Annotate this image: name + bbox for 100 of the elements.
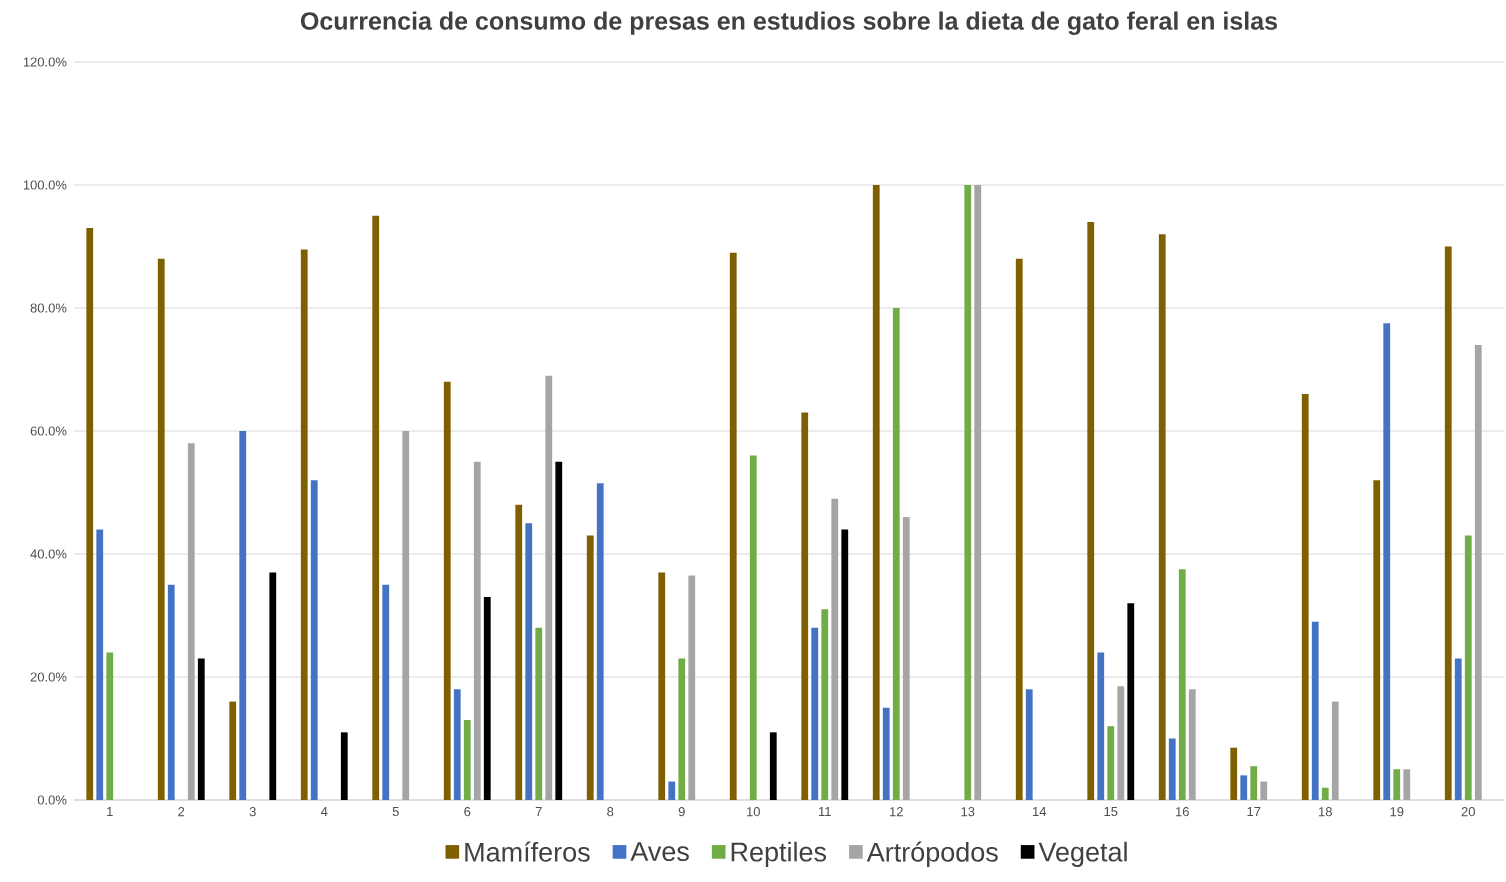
bar bbox=[596, 483, 604, 800]
bar bbox=[658, 572, 666, 800]
x-tick-label: 1 bbox=[107, 807, 113, 816]
bar bbox=[525, 523, 533, 800]
bar bbox=[1087, 221, 1095, 800]
x-tick-label: 13 bbox=[961, 807, 975, 817]
bar bbox=[1158, 234, 1166, 800]
bar bbox=[811, 627, 819, 800]
legend-label: Artrópodos bbox=[866, 841, 998, 868]
y-tick-label: 100.0% bbox=[23, 180, 67, 190]
bar bbox=[801, 412, 809, 800]
bar bbox=[372, 215, 380, 800]
bar bbox=[1178, 569, 1186, 800]
y-tick-label: 0.0% bbox=[37, 795, 67, 805]
y-tick-label: 80.0% bbox=[30, 303, 67, 313]
x-tick-label: 11 bbox=[819, 807, 831, 816]
x-tick-label: 16 bbox=[1176, 807, 1189, 817]
bar bbox=[974, 184, 982, 800]
bar bbox=[1393, 769, 1401, 800]
bar bbox=[1301, 394, 1309, 800]
bar bbox=[1474, 344, 1482, 800]
x-tick-label: 9 bbox=[678, 807, 685, 817]
x-tick-label: 8 bbox=[607, 807, 614, 817]
bar bbox=[535, 627, 543, 800]
bar bbox=[872, 184, 880, 800]
x-tick-label: 6 bbox=[464, 807, 471, 817]
x-tick-label: 4 bbox=[320, 807, 328, 816]
bar bbox=[463, 720, 471, 800]
y-tick-label: 120.0% bbox=[23, 57, 67, 67]
bar bbox=[300, 249, 308, 800]
bar bbox=[1097, 652, 1105, 800]
bar bbox=[229, 701, 237, 800]
bar bbox=[483, 597, 491, 800]
legend-label: Vegetal bbox=[1038, 841, 1127, 867]
bar bbox=[555, 461, 563, 800]
bar bbox=[964, 184, 972, 800]
legend-label: Reptiles bbox=[731, 841, 827, 867]
bar bbox=[1444, 246, 1452, 800]
y-tick-label: 40.0% bbox=[30, 549, 67, 559]
bar bbox=[902, 517, 910, 800]
bar bbox=[157, 258, 165, 800]
bar bbox=[402, 430, 410, 800]
x-tick-label: 2 bbox=[178, 807, 185, 817]
x-tick-label: 15 bbox=[1104, 807, 1118, 817]
bar bbox=[586, 535, 594, 800]
x-tick-label: 14 bbox=[1033, 807, 1047, 816]
bar bbox=[1240, 775, 1248, 800]
bar bbox=[382, 584, 390, 800]
bar bbox=[1230, 747, 1238, 800]
bar bbox=[831, 498, 839, 800]
bar bbox=[892, 307, 900, 800]
y-tick-label: 60.0% bbox=[30, 426, 67, 436]
bar bbox=[1331, 701, 1339, 800]
bar bbox=[1383, 323, 1391, 800]
bar bbox=[269, 572, 277, 800]
bar bbox=[310, 480, 318, 800]
x-tick-label: 12 bbox=[890, 807, 903, 817]
y-tick-label: 20.0% bbox=[30, 672, 67, 682]
bar bbox=[1260, 781, 1268, 800]
chart-title: Ocurrencia de consumo de presas en estudios sobre la dieta de gato feral en islas bbox=[300, 11, 1277, 35]
bar bbox=[729, 252, 737, 800]
bar bbox=[1464, 535, 1472, 800]
bar bbox=[1127, 603, 1135, 800]
x-tick-label: 3 bbox=[249, 807, 256, 817]
bar bbox=[187, 443, 195, 800]
bar bbox=[1373, 480, 1381, 800]
bar bbox=[106, 652, 114, 800]
bar bbox=[515, 504, 523, 800]
legend-label: Mamíferos bbox=[465, 841, 590, 862]
bar bbox=[340, 732, 348, 800]
bar bbox=[769, 732, 777, 800]
bar bbox=[1321, 787, 1329, 800]
bar bbox=[86, 228, 94, 800]
bar bbox=[1025, 689, 1033, 800]
bar bbox=[197, 658, 205, 800]
x-tick-label: 5 bbox=[392, 807, 399, 817]
bar bbox=[443, 381, 451, 800]
bar bbox=[821, 609, 829, 800]
x-tick-label: 19 bbox=[1390, 807, 1404, 817]
bar bbox=[239, 430, 247, 800]
bar bbox=[1403, 769, 1411, 800]
bar bbox=[841, 529, 849, 800]
bar bbox=[1250, 766, 1258, 800]
bar bbox=[1311, 621, 1319, 800]
bar bbox=[882, 707, 890, 800]
bar bbox=[1015, 258, 1023, 800]
bar bbox=[668, 781, 676, 800]
x-tick-label: 20 bbox=[1461, 807, 1475, 817]
bar bbox=[96, 529, 104, 800]
bar bbox=[453, 689, 461, 800]
x-tick-label: 18 bbox=[1319, 807, 1332, 817]
bar bbox=[545, 375, 553, 800]
bar bbox=[749, 455, 757, 800]
bar bbox=[1117, 686, 1125, 800]
bar bbox=[1168, 738, 1176, 800]
bar bbox=[688, 575, 696, 800]
bar bbox=[167, 584, 175, 800]
bar bbox=[678, 658, 686, 800]
bar bbox=[1188, 689, 1196, 800]
x-tick-label: 7 bbox=[535, 807, 542, 816]
